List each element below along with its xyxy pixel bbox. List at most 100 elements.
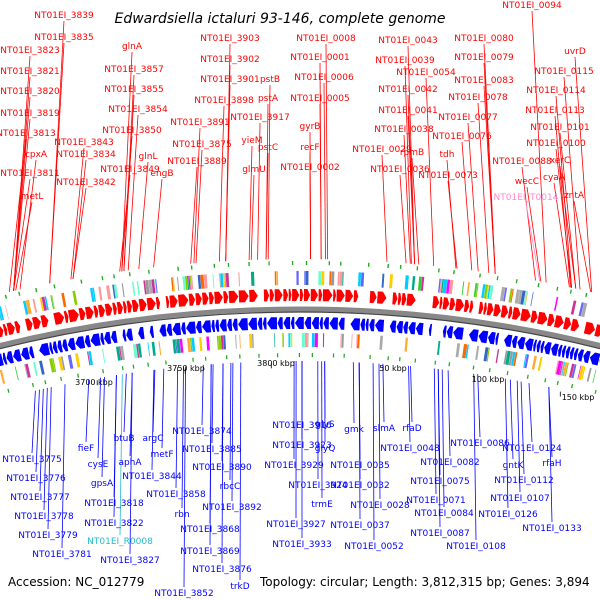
reverse-cog-block [379, 335, 383, 350]
reverse-cog-block [404, 337, 408, 352]
forward-gene [570, 318, 580, 332]
forward-gene [322, 289, 333, 302]
forward-cog-block [520, 290, 526, 305]
forward-gene-label: NT01EI_0043 [378, 36, 437, 46]
reverse-cog-block [495, 349, 500, 364]
forward-gene-label: rpmB [400, 148, 424, 158]
forward-cog-block [321, 271, 325, 286]
forward-leader-line [461, 141, 473, 271]
forward-gene-label: NT01EI_3889 [167, 157, 227, 167]
reverse-cog-block [523, 353, 527, 368]
forward-leader-line [265, 152, 269, 260]
forward-leader-line [407, 115, 415, 265]
forward-marker [53, 284, 56, 289]
reverse-gene-label: NT01EI_0107 [490, 494, 549, 504]
reverse-gene [75, 336, 86, 349]
forward-gene-label: NT01EI_0001 [290, 53, 349, 63]
reverse-gene [311, 317, 319, 330]
forward-gene [406, 293, 416, 306]
forward-leader-line [573, 200, 592, 292]
reverse-leader-line [352, 362, 355, 424]
forward-gene [432, 296, 440, 309]
forward-cog-block [461, 281, 465, 296]
reverse-gene-label: argC [142, 434, 163, 444]
forward-cog-block [329, 271, 332, 286]
forward-gene [439, 296, 443, 309]
reverse-gene-label: NT01EI_0028 [350, 501, 410, 511]
forward-cog-block [331, 271, 335, 286]
map-title: Edwardsiella ictaluri 93-146, complete g… [114, 11, 445, 27]
reverse-gene-label: rbcC [220, 482, 241, 492]
forward-gene-label: NT01EI_0080 [454, 34, 514, 44]
reverse-leader-line [175, 367, 178, 489]
forward-gene-label: cyaA [543, 173, 566, 183]
reverse-gene [159, 324, 167, 337]
forward-gene [563, 317, 572, 330]
reverse-gene [442, 325, 447, 338]
reverse-cog-block [571, 364, 577, 379]
reverse-cog-block [465, 344, 469, 359]
forward-gene [520, 308, 531, 322]
reverse-cog-block [322, 333, 325, 348]
forward-gene-label: uvrD [564, 47, 586, 57]
forward-gene-label: NT01EI_0005 [290, 94, 349, 104]
forward-gene [303, 289, 311, 301]
forward-leader-line [521, 166, 536, 281]
forward-gene [478, 301, 484, 314]
forward-marker [128, 272, 131, 277]
forward-cog-block [499, 286, 506, 302]
reverse-gene-label: fieF [78, 444, 94, 454]
reverse-leader-line [47, 387, 52, 530]
reverse-marker [332, 353, 335, 358]
reverse-gene [415, 322, 424, 336]
forward-cog-block [222, 273, 225, 288]
reverse-gene [290, 317, 295, 329]
forward-gene [67, 309, 79, 323]
reverse-gene-label: NT01EI_3775 [2, 455, 61, 465]
forward-gene-label: NT01EI_0039 [375, 56, 435, 66]
reverse-cog-block [25, 363, 31, 378]
forward-gene [455, 298, 464, 312]
forward-leader-line [72, 187, 87, 280]
reverse-cog-block [206, 336, 210, 351]
reverse-leader-line [61, 384, 66, 549]
reverse-marker [506, 370, 509, 376]
reverse-marker [31, 382, 34, 388]
reverse-gene [62, 339, 69, 352]
reverse-gene [551, 343, 559, 356]
forward-leader-line [411, 157, 420, 265]
forward-gene-label: NT01EI_3901 [200, 75, 259, 85]
reverse-gene [13, 349, 22, 362]
reverse-gene-label: gmk [344, 425, 364, 435]
reverse-marker [226, 355, 228, 360]
reverse-leader-line [97, 377, 101, 459]
reverse-cog-block [220, 335, 224, 350]
forward-gene-label: NT01EI_3820 [0, 87, 60, 97]
reverse-leader-line [181, 366, 184, 509]
forward-gene [146, 297, 156, 311]
reverse-gene [375, 319, 385, 332]
forward-cog-block [0, 311, 3, 321]
reverse-gene [540, 341, 545, 354]
reverse-gene-label: NT01EI_0082 [420, 458, 479, 468]
forward-gene [318, 289, 323, 302]
reverse-marker [298, 353, 300, 357]
reverse-gene-label: NT01EI_0108 [446, 542, 506, 552]
reverse-gene [512, 335, 518, 349]
forward-leader-line [559, 132, 577, 289]
reverse-cog-block [524, 354, 530, 369]
forward-gene-label: NT01EI_0113 [525, 106, 584, 116]
reverse-gene-label: NT01EI_3781 [32, 550, 91, 560]
forward-gene-label: NT01EI_3849 [100, 165, 160, 175]
forward-gene-label: NT01EI_3843 [54, 138, 113, 148]
reverse-gene-label: NT01EI_0124 [502, 444, 562, 454]
forward-leader-line [153, 178, 163, 268]
reverse-cog-block [158, 341, 162, 356]
reverse-leader-line [113, 375, 117, 518]
forward-cog-block [197, 274, 202, 289]
forward-cog-block [439, 278, 443, 293]
reverse-cog-block [239, 334, 241, 349]
reverse-leader-line [183, 366, 186, 588]
forward-gene [40, 315, 49, 328]
forward-leader-line [248, 145, 253, 261]
